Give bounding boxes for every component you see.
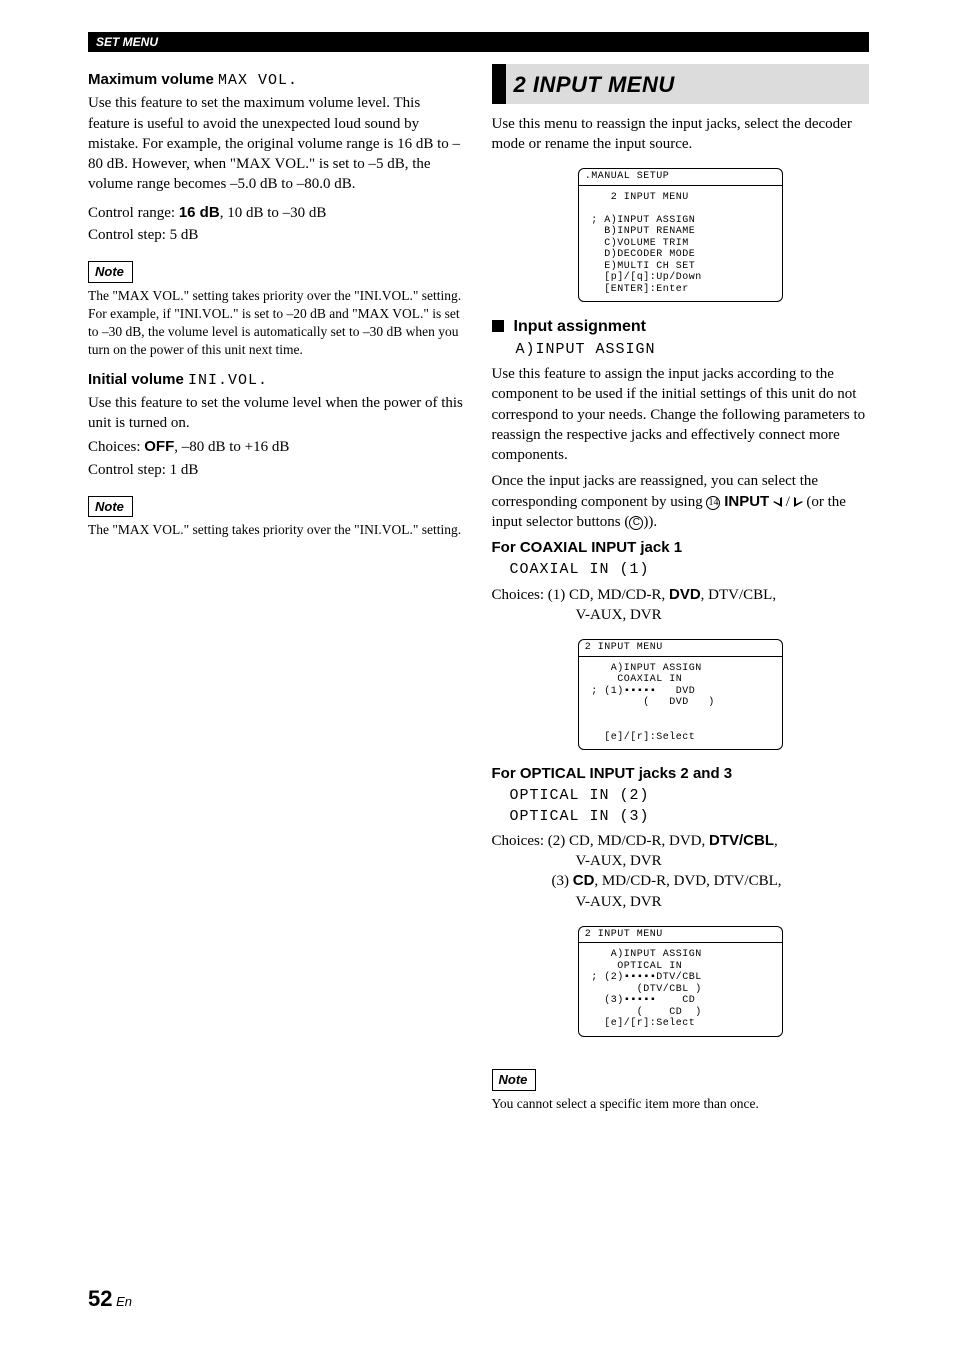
ini-vol-step: Control step: 1 dB [88, 460, 466, 480]
osd-coax-body: A)INPUT ASSIGN COAXIAL IN ; (1)▪▪▪▪▪ DVD… [578, 656, 783, 751]
ini-vol-lcd: INI.VOL. [188, 372, 268, 389]
osd1-top: .MANUAL SETUP [578, 168, 783, 185]
opt-c4: V-AUX, DVR [576, 894, 662, 910]
circled-c-icon: C [629, 516, 643, 530]
ini-vol-title: Initial volume [88, 371, 184, 388]
coax-choices-label: Choices: (1) CD, MD/CD-R, [492, 587, 670, 603]
opt-c1a: Choices: (2) CD, MD/CD-R, DVD, [492, 833, 710, 849]
coax-choices-bold: DVD [669, 586, 701, 603]
circled-14-icon: 14 [706, 496, 720, 510]
opt-c3a: (3) [552, 873, 573, 889]
max-vol-desc: Use this feature to set the maximum volu… [88, 93, 466, 194]
right-triangle-icon [794, 497, 803, 507]
ia-p2a: Once the input jacks are reassigned, you… [492, 473, 819, 509]
input-assign-lcd: A)INPUT ASSIGN [516, 340, 870, 360]
note-label-1: Note [88, 261, 133, 283]
max-vol-lcd: MAX VOL. [218, 72, 298, 89]
ini-vol-choices-label: Choices: [88, 439, 144, 455]
left-triangle-icon [773, 497, 782, 507]
opt-lcd-3: OPTICAL IN (3) [510, 807, 870, 827]
input-assign-para2: Once the input jacks are reassigned, you… [492, 471, 870, 532]
ini-vol-choices-rest: , –80 dB to +16 dB [174, 439, 289, 455]
input-assignment-label: Input assignment [514, 318, 646, 335]
opt-c1c: , [774, 833, 778, 849]
input-button-label: INPUT [724, 493, 769, 510]
right-column: 2 INPUT MENU Use this menu to reassign t… [492, 64, 870, 1113]
osd-opt-top: 2 INPUT MENU [578, 926, 783, 943]
opt-c3b: CD [573, 872, 595, 889]
max-vol-title: Maximum volume [88, 71, 214, 88]
opt-c1b: DTV/CBL [709, 832, 774, 849]
osd-opt: 2 INPUT MENU A)INPUT ASSIGN OPTICAL IN ;… [578, 926, 783, 1037]
osd-coax-top: 2 INPUT MENU [578, 639, 783, 656]
page-number: 52 En [88, 1284, 132, 1314]
osd-manual-setup: .MANUAL SETUP 2 INPUT MENU ; A)INPUT ASS… [578, 168, 783, 302]
max-vol-step: Control step: 5 dB [88, 225, 466, 245]
input-assign-para1: Use this feature to assign the input jac… [492, 364, 870, 465]
opt-choices: Choices: (2) CD, MD/CD-R, DVD, DTV/CBL , … [492, 831, 870, 912]
bottom-note: You cannot select a specific item more t… [492, 1095, 870, 1113]
opt-lcd-2: OPTICAL IN (2) [510, 786, 870, 806]
input-menu-title: 2 INPUT MENU [492, 64, 870, 104]
ia-p2c: )). [643, 514, 657, 530]
max-vol-note: The "MAX VOL." setting takes priority ov… [88, 287, 466, 360]
ini-vol-desc: Use this feature to set the volume level… [88, 393, 466, 434]
coax-heading: For COAXIAL INPUT jack 1 [492, 538, 870, 558]
set-menu-bar: SET MENU [88, 32, 869, 52]
input-assignment-heading: Input assignment [492, 316, 870, 338]
max-vol-range-rest: , 10 dB to –30 dB [220, 205, 327, 221]
opt-heading: For OPTICAL INPUT jacks 2 and 3 [492, 764, 870, 784]
note-label-2: Note [88, 496, 133, 518]
coax-choices-rest: , DTV/CBL, [701, 587, 776, 603]
max-vol-range-bold: 16 dB [179, 204, 220, 221]
ini-vol-choices: Choices: OFF, –80 dB to +16 dB [88, 437, 466, 457]
coax-choices: Choices: (1) CD, MD/CD-R, DVD, DTV/CBL, … [492, 585, 870, 626]
ini-vol-heading: Initial volume INI.VOL. [88, 370, 466, 391]
note-label-3: Note [492, 1069, 537, 1091]
max-vol-heading: Maximum volume MAX VOL. [88, 70, 466, 91]
page-number-suffix: En [112, 1294, 132, 1309]
coax-lcd: COAXIAL IN (1) [510, 560, 870, 580]
ini-vol-note: The "MAX VOL." setting takes priority ov… [88, 521, 466, 539]
opt-c2: V-AUX, DVR [576, 853, 662, 869]
page-number-value: 52 [88, 1286, 112, 1311]
max-vol-range: Control range: 16 dB, 10 dB to –30 dB [88, 203, 466, 223]
input-menu-intro: Use this menu to reassign the input jack… [492, 114, 870, 155]
opt-c3c: , MD/CD-R, DVD, DTV/CBL, [594, 873, 781, 889]
osd-coax: 2 INPUT MENU A)INPUT ASSIGN COAXIAL IN ;… [578, 639, 783, 750]
osd1-body: 2 INPUT MENU ; A)INPUT ASSIGN B)INPUT RE… [578, 185, 783, 303]
ini-vol-choices-bold: OFF [144, 438, 174, 455]
left-column: Maximum volume MAX VOL. Use this feature… [88, 64, 466, 1113]
max-vol-range-label: Control range: [88, 205, 179, 221]
osd-opt-body: A)INPUT ASSIGN OPTICAL IN ; (2)▪▪▪▪▪DTV/… [578, 942, 783, 1037]
coax-choices-line2: V-AUX, DVR [576, 607, 662, 623]
square-bullet-icon [492, 320, 504, 332]
